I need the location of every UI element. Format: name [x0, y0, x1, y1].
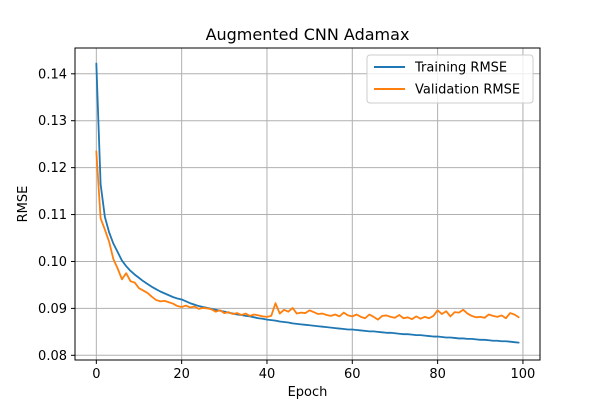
- y-axis-label: RMSE: [16, 186, 31, 223]
- y-tick-label: 0.09: [38, 302, 67, 317]
- grid: [75, 48, 540, 360]
- x-tick-label: 100: [511, 367, 536, 382]
- y-tick-label: 0.13: [38, 114, 67, 129]
- x-axis-label: Epoch: [288, 385, 328, 400]
- chart-title: Augmented CNN Adamax: [206, 25, 410, 44]
- data-series: [95, 62, 520, 344]
- y-tick-label: 0.14: [38, 67, 67, 82]
- x-tick-label: 60: [344, 367, 361, 382]
- axis-ticks: 0 20 40 60 80 100 0.08 0.09 0.10 0.11 0.12 0.13 0.14: [38, 67, 535, 382]
- x-tick-label: 0: [92, 367, 100, 382]
- legend-box: [366, 54, 534, 104]
- y-tick-label: 0.11: [38, 208, 67, 223]
- validation-rmse-line: [95, 150, 520, 321]
- legend-label-validation: Validation RMSE: [415, 83, 520, 98]
- x-tick-label: 20: [173, 367, 190, 382]
- legend-label-training: Training RMSE: [414, 61, 507, 76]
- y-tick-label: 0.12: [38, 161, 67, 176]
- x-tick-label: 40: [259, 367, 276, 382]
- plot-frame: [74, 47, 541, 361]
- y-tick-label: 0.10: [38, 255, 67, 270]
- y-tick-label: 0.08: [38, 349, 67, 364]
- legend: Training RMSE Validation RMSE: [366, 54, 534, 104]
- x-tick-label: 80: [429, 367, 446, 382]
- training-rmse-line: [95, 62, 520, 344]
